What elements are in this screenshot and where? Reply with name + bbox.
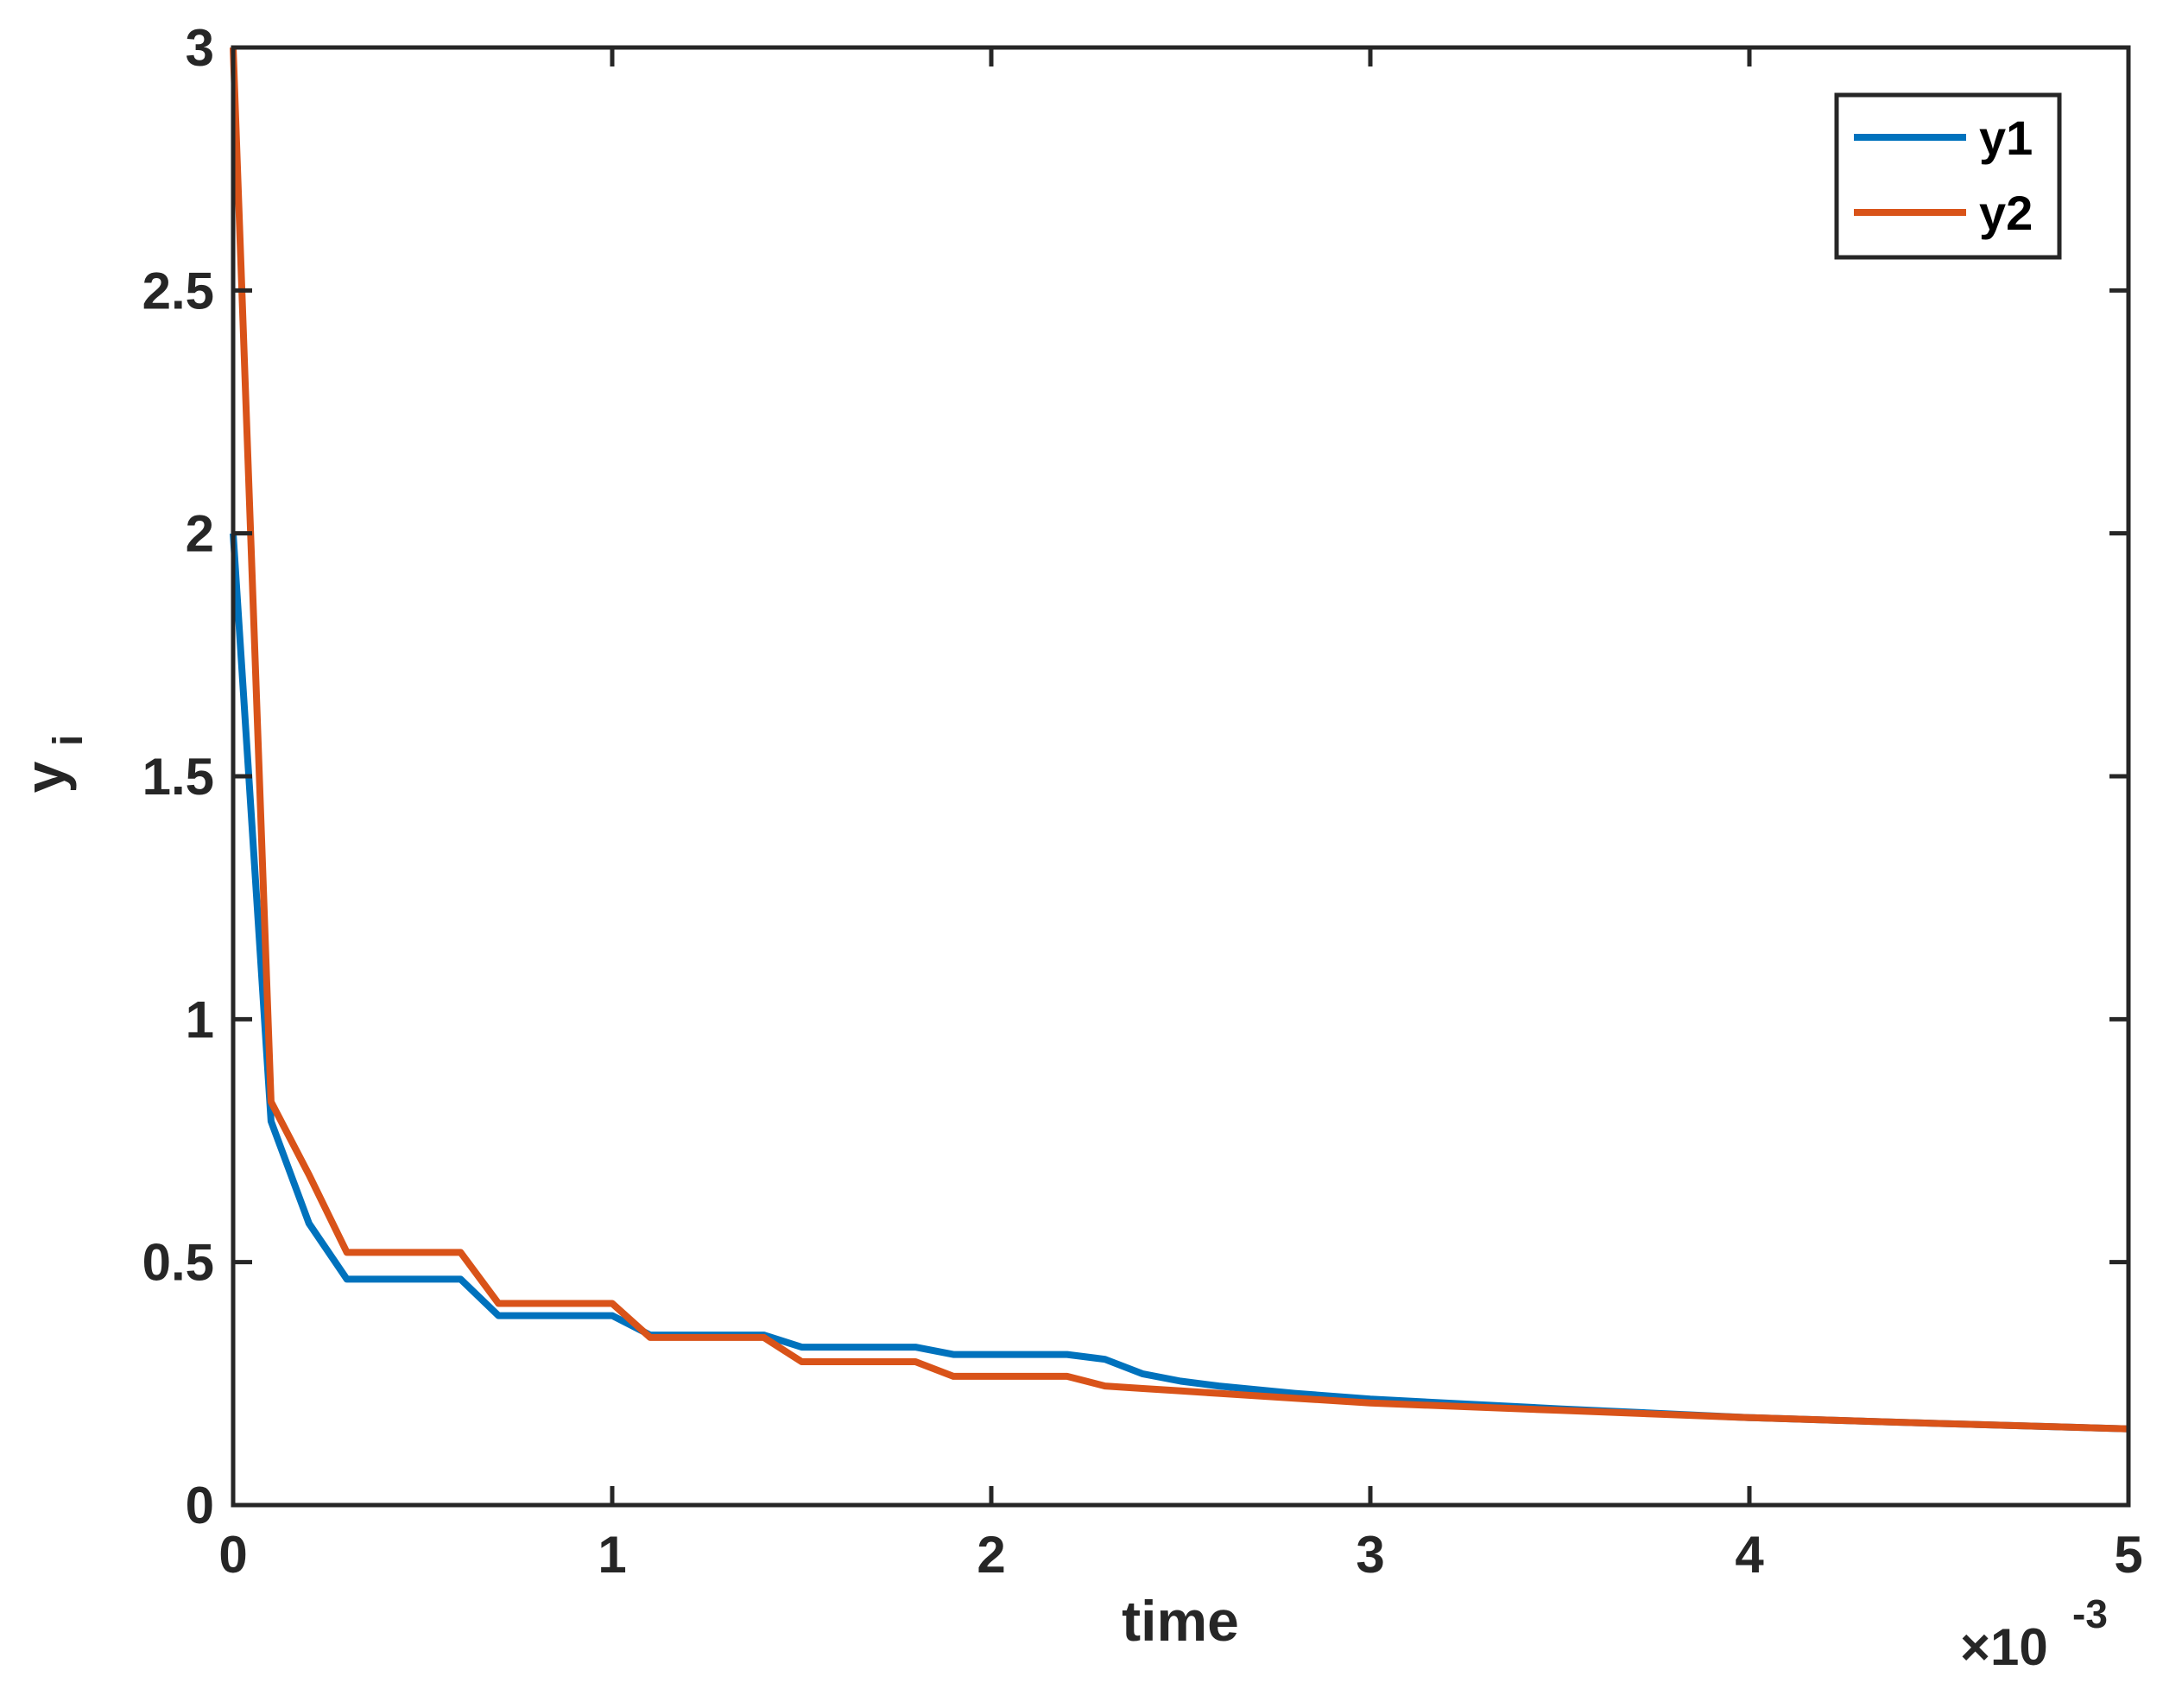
tick-layer: 0 1 2 3 4 5 0 0.5 1 1.5 2 2.5 3 <box>142 19 2143 1584</box>
x-tick-label: 2 <box>977 1526 1005 1584</box>
x-axis-multiplier: ×10 -3 <box>1960 1591 2108 1676</box>
series-line-y1 <box>230 533 2129 1433</box>
y-axis-label-subscript: i <box>46 735 92 746</box>
legend-label-y1: y1 <box>1979 111 2033 165</box>
y-tick-label: 0.5 <box>142 1234 214 1292</box>
y-tick-label: 2.5 <box>142 262 214 319</box>
y-tick-label: 0 <box>186 1477 214 1534</box>
legend-box <box>1834 92 2062 260</box>
x-tick-label: 4 <box>1735 1526 1764 1584</box>
x-axis-label: time <box>1122 1589 1239 1653</box>
y-tick-label: 3 <box>186 19 214 77</box>
y-tick-label: 1.5 <box>142 748 214 806</box>
x-multiplier-exponent: -3 <box>2072 1591 2108 1636</box>
legend-label-y2: y2 <box>1979 186 2033 240</box>
y-axis-label-group: y i <box>13 735 92 794</box>
legend: y1 y2 <box>1834 92 2062 260</box>
x-tick-label: 0 <box>218 1526 247 1584</box>
series-layer <box>230 47 2129 1433</box>
y-tick-label: 2 <box>186 505 214 563</box>
x-tick-label: 5 <box>2114 1526 2142 1584</box>
plot-area <box>233 47 2128 1505</box>
x-tick-label: 3 <box>1356 1526 1384 1584</box>
x-tick-label: 1 <box>598 1526 626 1584</box>
x-multiplier-base: ×10 <box>1960 1618 2048 1676</box>
y-axis-label: y <box>13 761 77 793</box>
series-line-y2 <box>230 47 2129 1433</box>
axes-background <box>233 47 2128 1505</box>
y-tick-label: 1 <box>186 990 214 1048</box>
